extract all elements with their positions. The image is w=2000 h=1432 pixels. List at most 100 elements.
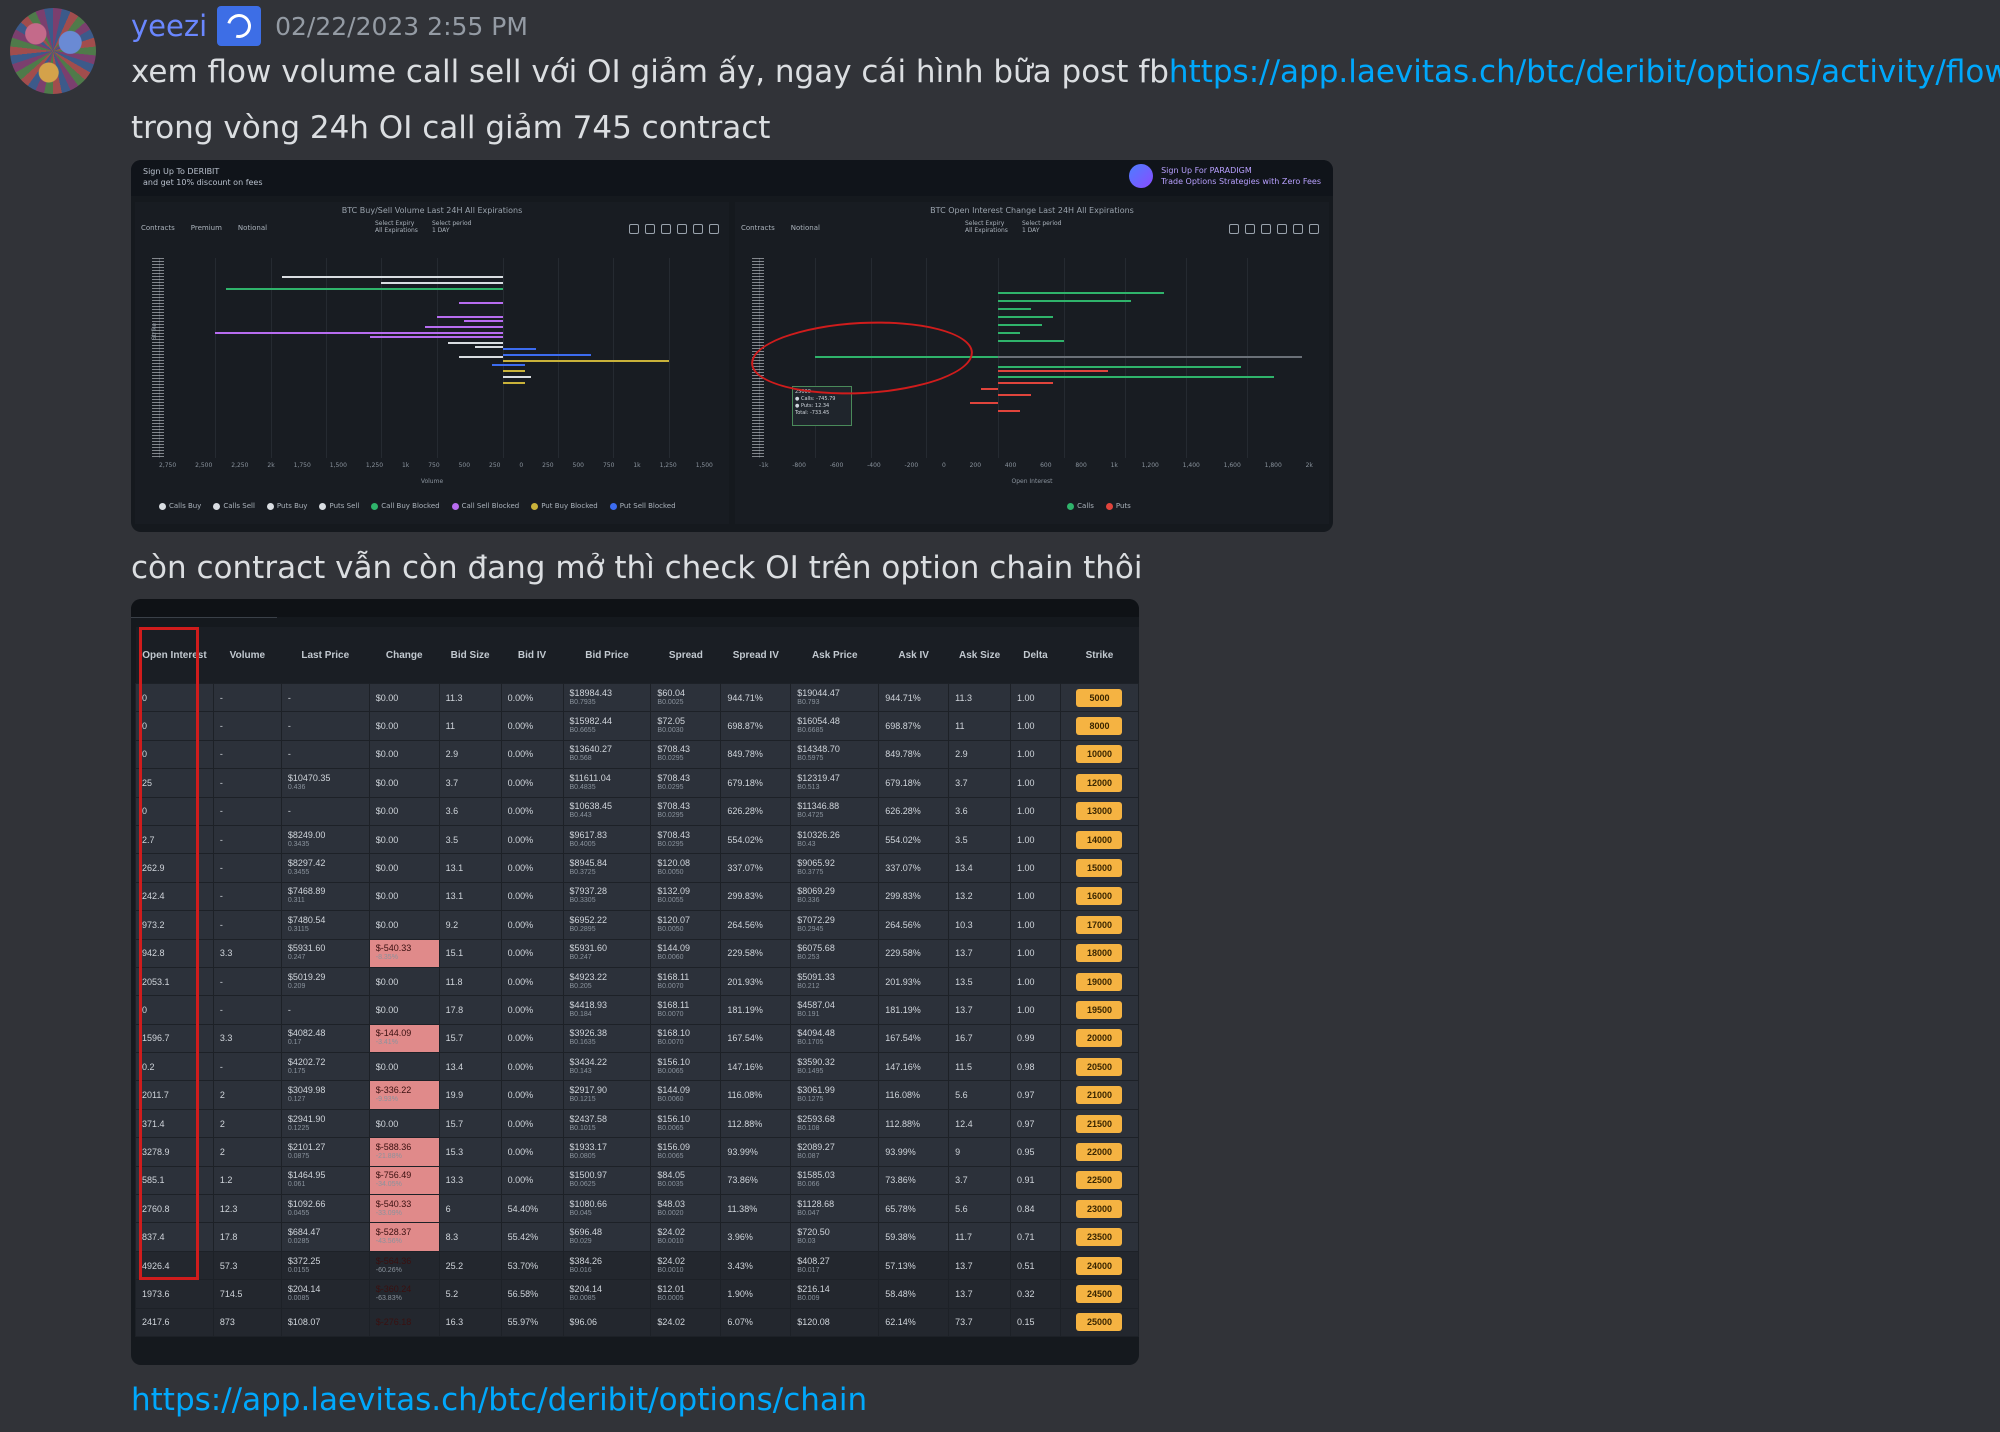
- table-row[interactable]: 2.7- $8249.00 0.3435 $0.00 3.5 0.00% $9617.83 B…: [135, 824, 1139, 855]
- col-ask-iv[interactable]: Ask IV: [878, 627, 949, 684]
- expiry-select[interactable]: Select Expiry All Expirations: [965, 220, 1008, 234]
- table-row[interactable]: 1973.6 714.5 $204.14 0.0085 $-360.24 -63.83% 5…: [135, 1279, 1139, 1309]
- strike-button[interactable]: 24000: [1076, 1256, 1123, 1275]
- legend-item[interactable]: Calls: [1067, 502, 1094, 510]
- legend-item[interactable]: Call Sell Blocked: [451, 502, 519, 510]
- strike-button[interactable]: 17000: [1076, 915, 1123, 934]
- cell-volume: -: [212, 853, 282, 883]
- tab-contracts[interactable]: Contracts: [741, 224, 775, 232]
- table-row[interactable]: 25- $10470.35 0.436 $0.00 3.7 0.00% $11611.04 B…: [135, 768, 1139, 798]
- table-row[interactable]: 4926.4 57.3 $372.25 0.0155 $-564.36 -60.26% 25…: [135, 1250, 1139, 1281]
- legend-item[interactable]: Puts Sell: [319, 502, 359, 510]
- strike-button[interactable]: 14000: [1076, 830, 1123, 849]
- col-ask-size[interactable]: Ask Size: [948, 627, 1011, 684]
- tab-notional[interactable]: Notional: [790, 224, 820, 232]
- table-row[interactable]: 585.1 1.2 $1464.95 0.061 $-756.49 -34.05% 13.3…: [135, 1165, 1139, 1196]
- cell-bid-size: 15.7: [438, 1108, 502, 1139]
- col-ask-price[interactable]: Ask Price: [790, 627, 879, 684]
- strike-button[interactable]: 22000: [1076, 1142, 1123, 1161]
- table-row[interactable]: 2417.6 873 $108.07 $-276.18 16.3 55.97% $96.06…: [135, 1307, 1139, 1337]
- cell-last-price: $2101.27 0.0875: [280, 1137, 370, 1167]
- col-delta[interactable]: Delta: [1010, 627, 1061, 684]
- col-spread[interactable]: Spread: [650, 627, 721, 684]
- legend-item[interactable]: Puts Buy: [266, 502, 307, 510]
- strike-button[interactable]: 18000: [1076, 944, 1123, 963]
- col-strike[interactable]: Strike: [1060, 627, 1139, 684]
- strike-button[interactable]: 23000: [1076, 1199, 1123, 1218]
- user-avatar[interactable]: [10, 8, 96, 94]
- legend-item[interactable]: Calls Sell: [213, 502, 255, 510]
- tab-contracts[interactable]: Contracts: [141, 224, 175, 232]
- strike-button[interactable]: 5000: [1076, 688, 1123, 707]
- tab-notional[interactable]: Notional: [237, 224, 268, 232]
- timestamp[interactable]: 02/22/2023 2:55 PM: [275, 11, 528, 41]
- strike-button[interactable]: 24500: [1076, 1284, 1123, 1303]
- table-row[interactable]: 942.8 3.3 $5931.60 0.247 $-540.33 -8.35% 15.1 0…: [135, 938, 1139, 968]
- chart-legend: Calls Buy Calls Sell Puts Buy Puts Sell …: [159, 502, 713, 510]
- option-chain-attachment-image[interactable]: Open Interest Volume Last Price Change B…: [131, 599, 1139, 1365]
- strike-button[interactable]: 21500: [1076, 1114, 1123, 1133]
- col-bid-iv[interactable]: Bid IV: [501, 627, 564, 684]
- table-row[interactable]: 973.2- $7480.54 0.3115 $0.00 9.2 0.00% $6952.2…: [135, 910, 1139, 940]
- username[interactable]: yeezi: [131, 9, 208, 43]
- legend-item[interactable]: Calls Buy: [159, 502, 201, 510]
- strike-button[interactable]: 15000: [1076, 859, 1123, 878]
- table-row[interactable]: 2053.1- $5019.29 0.209 $0.00 11.8 0.00% $4923.…: [135, 966, 1139, 997]
- cell-bid-size: 16.3: [438, 1307, 502, 1337]
- table-row[interactable]: 3278.9 2 $2101.27 0.0875 $-588.36 -21.88% 15.3…: [135, 1137, 1139, 1167]
- table-row[interactable]: 2760.8 12.3 $1092.66 0.0455 $-540.33 -33.09% 6…: [135, 1194, 1139, 1224]
- legend-item[interactable]: Puts: [1105, 502, 1131, 510]
- strike-button[interactable]: 19500: [1076, 1000, 1123, 1019]
- option-chain-link[interactable]: https://app.laevitas.ch/btc/deribit/opti…: [131, 1382, 868, 1418]
- tab-premium[interactable]: Premium: [190, 224, 222, 232]
- cell-volume: -: [212, 796, 282, 826]
- col-last-price[interactable]: Last Price: [281, 627, 370, 684]
- table-row[interactable]: 1596.7 3.3 $4082.48 0.17 $-144.09 -3.41% 15.7 0…: [135, 1023, 1139, 1054]
- flow-link[interactable]: https://app.laevitas.ch/btc/deribit/opti…: [1168, 54, 2000, 90]
- chart-attachment-image[interactable]: Sign Up To DERIBIT and get 10% discount …: [131, 160, 1333, 532]
- col-change[interactable]: Change: [369, 627, 440, 684]
- strike-button[interactable]: 20000: [1076, 1029, 1123, 1048]
- period-select[interactable]: Select period 1 DAY: [431, 220, 472, 234]
- message-line-1: xem flow volume call sell với OI giảm ấy…: [131, 54, 2000, 90]
- col-bid-price[interactable]: Bid Price: [563, 627, 651, 684]
- table-row[interactable]: 0.2- $4202.72 0.175 $0.00 13.4 0.00% $3434.22 B…: [135, 1052, 1139, 1082]
- expiry-select[interactable]: Select Expiry All Expirations: [375, 220, 418, 234]
- cell-spread-iv: 299.83%: [720, 881, 792, 912]
- strike-button[interactable]: 22500: [1076, 1171, 1123, 1190]
- cell-last-price: $7468.89 0.311: [280, 881, 370, 912]
- col-bid-size[interactable]: Bid Size: [439, 627, 502, 684]
- chart-toolbar[interactable]: [1229, 224, 1319, 234]
- strike-button[interactable]: 21000: [1076, 1086, 1123, 1105]
- strike-button[interactable]: 10000: [1076, 745, 1123, 764]
- table-row[interactable]: 0- - $0.00 3.6 0.00% $10638.45 B0.443 $708.43 B0…: [135, 796, 1139, 826]
- period-select[interactable]: Select period 1 DAY: [1021, 220, 1062, 234]
- strike-button[interactable]: 8000: [1076, 717, 1123, 736]
- cell-bid-price: $4923.22 B0.205: [562, 966, 652, 997]
- col-spread-iv[interactable]: Spread IV: [720, 627, 791, 684]
- chart-toolbar[interactable]: [629, 224, 719, 234]
- strike-button[interactable]: 12000: [1076, 773, 1123, 792]
- strike-button[interactable]: 16000: [1076, 887, 1123, 906]
- table-row[interactable]: 0- - $0.00 11 0.00% $15982.44 B0.6655 $72.05 B0.…: [135, 711, 1139, 741]
- legend-item[interactable]: Call Buy Blocked: [371, 502, 440, 510]
- table-row[interactable]: 0- - $0.00 17.8 0.00% $4418.93 B0.184 $168.11 B0…: [135, 995, 1139, 1025]
- strike-button[interactable]: 23500: [1076, 1228, 1123, 1247]
- table-row[interactable]: 242.4- $7468.89 0.311 $0.00 13.1 0.00% $7937.2…: [135, 881, 1139, 912]
- strike-button[interactable]: 25000: [1076, 1313, 1123, 1332]
- strike-button[interactable]: 13000: [1076, 802, 1123, 821]
- legend-item[interactable]: Put Buy Blocked: [531, 502, 598, 510]
- table-row[interactable]: 371.4 2 $2941.90 0.1225 $0.00 15.7 0.00% $2437.…: [135, 1108, 1139, 1139]
- table-row[interactable]: 837.4 17.8 $684.47 0.0285 $-528.37 -43.56% 8.3…: [135, 1222, 1139, 1252]
- col-volume[interactable]: Volume: [213, 627, 282, 684]
- cell-ask-price: $216.14 B0.009: [790, 1279, 880, 1309]
- table-row[interactable]: 0- - $0.00 11.3 0.00% $18984.43 B0.7935 $60.04 B…: [135, 682, 1139, 713]
- col-open-interest[interactable]: Open Interest: [135, 627, 214, 684]
- table-row[interactable]: 262.9- $8297.42 0.3455 $0.00 13.1 0.00% $8945.…: [135, 853, 1139, 883]
- table-row[interactable]: 0- - $0.00 2.9 0.00% $13640.27 B0.568 $708.43 B0…: [135, 739, 1139, 770]
- server-tag-icon[interactable]: [217, 6, 262, 46]
- strike-button[interactable]: 20500: [1076, 1057, 1123, 1076]
- legend-item[interactable]: Put Sell Blocked: [609, 502, 676, 510]
- strike-button[interactable]: 19000: [1076, 972, 1123, 991]
- table-row[interactable]: 2011.7 2 $3049.98 0.127 $-336.22 -9.93% 19.9 0.…: [135, 1080, 1139, 1110]
